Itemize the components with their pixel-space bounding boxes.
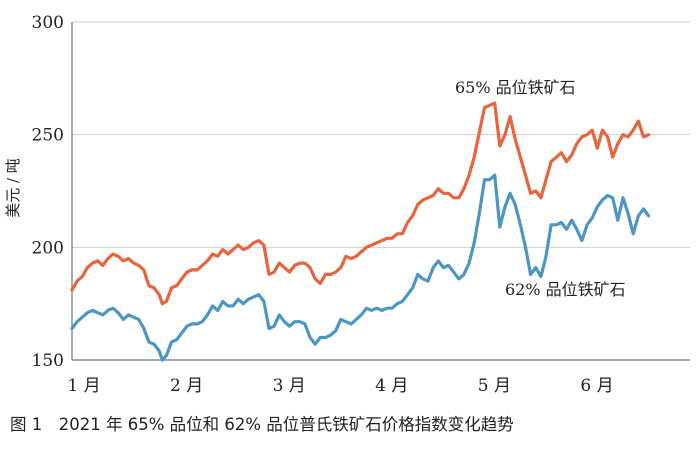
annotation-65-grade: 65% 品位铁矿石 — [455, 78, 576, 97]
y-tick-label: 150 — [32, 351, 64, 371]
y-axis-label: 美元 / 吨 — [4, 158, 22, 218]
x-tick-label: 2 月 — [170, 376, 203, 396]
x-tick-labels: 1 月 2 月 3 月 4 月 5 月 6 月 — [67, 376, 613, 396]
y-tick-label: 200 — [32, 238, 64, 258]
x-tick-label: 4 月 — [375, 376, 408, 396]
x-tick-label: 5 月 — [478, 376, 511, 396]
x-tick-label: 6 月 — [580, 376, 613, 396]
grid-lines — [72, 21, 690, 248]
annotation-62-grade: 62% 品位铁矿石 — [505, 280, 626, 299]
series-lines — [70, 101, 651, 362]
series-line-62-grade — [70, 173, 651, 362]
x-tick-label: 1 月 — [67, 376, 100, 396]
y-tick-labels: 150 200 250 300 — [32, 13, 64, 371]
y-tick-label: 300 — [32, 13, 64, 33]
x-tick-label: 3 月 — [273, 376, 306, 396]
y-tick-label: 250 — [32, 126, 64, 146]
series-line-65-grade — [70, 101, 651, 306]
figure-caption: 图 1 2021 年 65% 品位和 62% 品位普氏铁矿石价格指数变化趋势 — [10, 415, 514, 434]
